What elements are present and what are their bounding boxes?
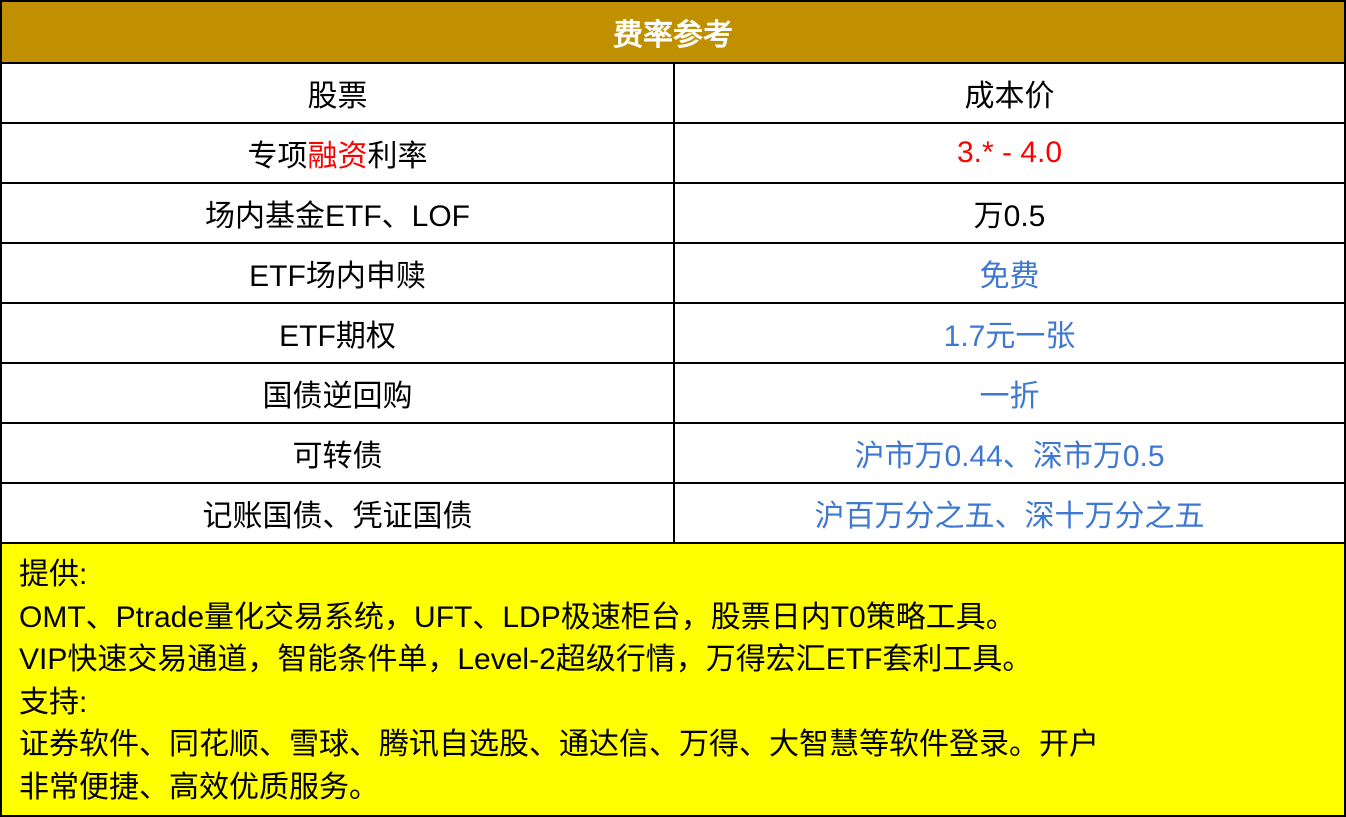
row-label: ETF场内申赎	[2, 244, 675, 302]
row-label: 可转债	[2, 424, 675, 482]
row-value: 一折	[979, 380, 1040, 413]
table-row: 可转债 沪市万0.44、深市万0.5	[2, 424, 1344, 484]
row-value: 1.7元一张	[943, 320, 1076, 353]
table-row: 场内基金ETF、LOF 万0.5	[2, 184, 1344, 244]
label-highlight: 融资	[307, 140, 368, 173]
header-cost: 成本价	[964, 80, 1055, 113]
label-part: 专项	[247, 140, 308, 173]
row-label: 专项 融资 利率	[2, 124, 675, 182]
table-row: 记账国债、凭证国债 沪百万分之五、深十万分之五	[2, 484, 1344, 544]
row-label: 记账国债、凭证国债	[2, 484, 675, 542]
note-line: 非常便捷、高效优质服务。	[19, 770, 379, 804]
table-title: 费率参考	[2, 2, 1344, 64]
row-label: 国债逆回购	[2, 364, 675, 422]
services-note: 提供: OMT、Ptrade量化交易系统，UFT、LDP极速柜台，股票日内T0策…	[2, 544, 1344, 815]
header-stock: 股票	[2, 64, 675, 122]
table-row: 专项 融资 利率 3.* - 4.0	[2, 124, 1344, 184]
note-line: VIP快速交易通道，智能条件单，Level-2超级行情，万得宏汇ETF套利工具。	[19, 643, 1033, 676]
row-label: ETF期权	[2, 304, 675, 362]
row-value: 沪百万分之五、深十万分之五	[814, 500, 1205, 533]
note-line: 提供:	[19, 558, 88, 591]
header-row: 股票 成本价	[2, 64, 1344, 124]
row-value: 3.* - 4.0	[956, 136, 1063, 169]
table-row: ETF期权 1.7元一张	[2, 304, 1344, 364]
table-row: ETF场内申赎 免费	[2, 244, 1344, 304]
row-value: 沪市万0.44、深市万0.5	[854, 440, 1165, 473]
row-value: 免费	[979, 260, 1040, 293]
note-line: 支持:	[19, 685, 88, 719]
row-label: 场内基金ETF、LOF	[2, 184, 675, 242]
label-part: 利率	[367, 140, 428, 173]
table-row: 国债逆回购 一折	[2, 364, 1344, 424]
row-value: 万0.5	[973, 200, 1046, 233]
note-line: 证券软件、同花顺、雪球、腾讯自选股、通达信、万得、大智慧等软件登录。开户	[19, 728, 1099, 761]
note-line: OMT、Ptrade量化交易系统，UFT、LDP极速柜台，股票日内T0策略工具。	[19, 600, 1016, 634]
